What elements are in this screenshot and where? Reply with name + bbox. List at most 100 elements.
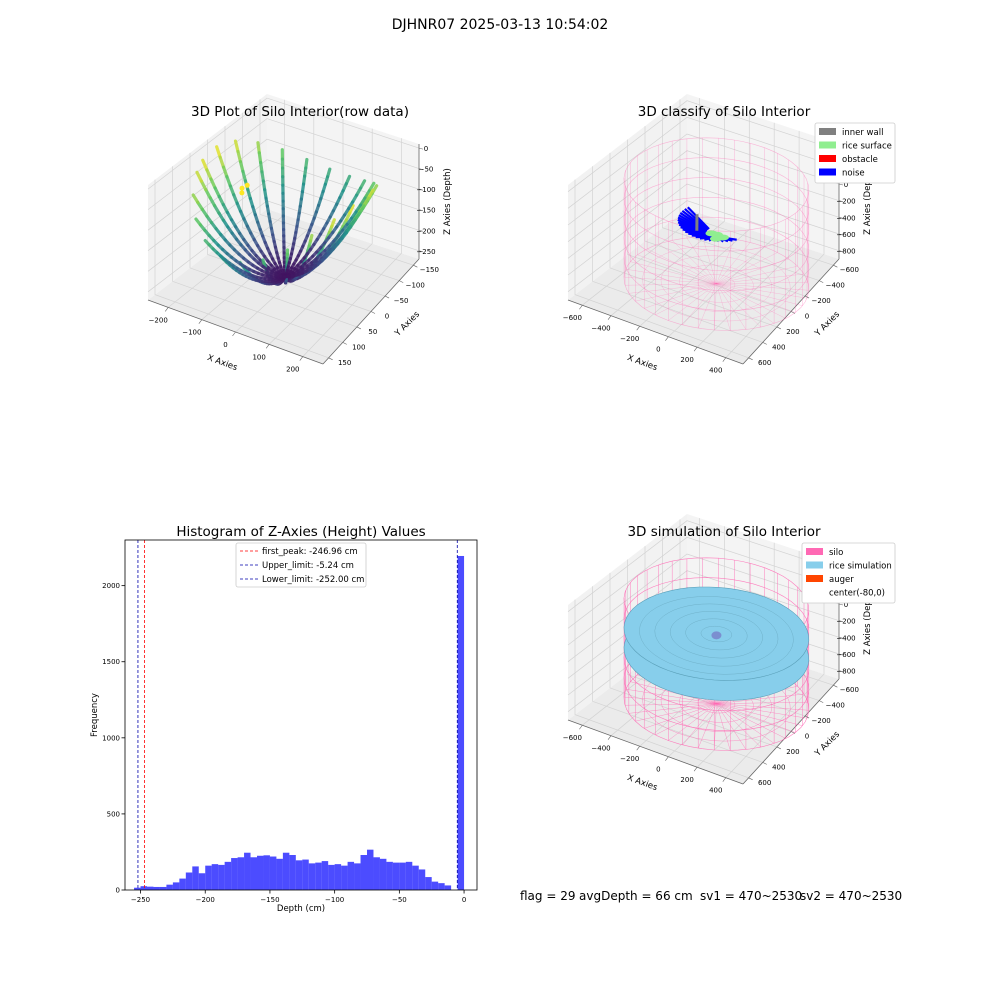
y-tick bbox=[804, 295, 810, 299]
silo-wireframe-spoke bbox=[716, 703, 775, 744]
silo-wireframe-spoke bbox=[716, 283, 761, 328]
scan-arc-segment bbox=[233, 139, 240, 154]
silo-wireframe-spoke bbox=[644, 703, 717, 729]
silo-wireframe-spoke bbox=[716, 239, 735, 284]
noise-point-band bbox=[681, 210, 709, 231]
histogram-bar bbox=[147, 886, 154, 890]
x-tick bbox=[198, 319, 203, 324]
x-tick bbox=[722, 777, 727, 782]
x-axis-label: Depth (cm) bbox=[277, 904, 325, 914]
silo-wireframe-ring bbox=[623, 157, 810, 252]
z-tick-label: −600 bbox=[836, 231, 855, 239]
scan-arc-segment bbox=[261, 258, 266, 265]
z-tick-label: −200 bbox=[836, 618, 855, 626]
y-gridline bbox=[627, 559, 792, 732]
y-gridline bbox=[644, 126, 806, 297]
z-tick bbox=[418, 209, 424, 212]
scan-arc-segment bbox=[218, 155, 226, 169]
x-tick bbox=[579, 305, 583, 310]
y-gridline bbox=[172, 166, 343, 343]
silo-wireframe-spoke bbox=[682, 703, 717, 746]
histogram-bar bbox=[224, 861, 232, 890]
scan-arc-segment bbox=[194, 217, 203, 227]
y-tick-label: 50 bbox=[368, 328, 377, 336]
x-tick bbox=[164, 307, 169, 312]
rice-surface-mesh bbox=[700, 625, 733, 642]
outlier-point bbox=[244, 182, 250, 188]
y-tick-label: 600 bbox=[758, 359, 771, 367]
x-tick-label: −150 bbox=[260, 896, 279, 904]
histogram-bar bbox=[405, 861, 413, 890]
rice-surface-patch bbox=[705, 230, 718, 237]
x-tick-label: −250 bbox=[131, 896, 150, 904]
silo-wireframe-spoke bbox=[716, 283, 786, 319]
y-tick-label: 1500 bbox=[102, 658, 120, 666]
histogram-bar bbox=[269, 856, 277, 890]
y-tick bbox=[356, 326, 362, 330]
histogram-bar bbox=[263, 855, 270, 890]
silo-wireframe-spoke bbox=[624, 276, 717, 284]
rice-surface-mesh bbox=[639, 596, 794, 675]
y-axis-label: Y Axies bbox=[812, 309, 842, 339]
y-gridline bbox=[627, 139, 792, 312]
rice-surface-patch bbox=[716, 234, 729, 241]
x-axis-label: X Axies bbox=[626, 773, 659, 793]
z-tick bbox=[418, 188, 424, 191]
legend-box bbox=[801, 542, 896, 604]
histogram-bar bbox=[341, 865, 348, 890]
avg-depth-text: avgDepth = 66 cm bbox=[579, 889, 693, 903]
outlier-point bbox=[239, 190, 245, 196]
scan-arc-segment bbox=[236, 149, 243, 164]
silo-wireframe-spoke bbox=[630, 681, 717, 704]
silo-wireframe-spoke bbox=[698, 283, 717, 329]
histogram-bar bbox=[373, 857, 380, 890]
x-tick-label: −50 bbox=[392, 896, 407, 904]
z-tick-label: 0 bbox=[844, 181, 848, 189]
silo-wireframe-spoke bbox=[716, 242, 751, 284]
scan-arc-segment bbox=[241, 169, 247, 183]
y-gridline bbox=[259, 99, 414, 266]
y-gridline bbox=[189, 152, 358, 328]
z-tick-label: −100 bbox=[416, 186, 435, 194]
histogram-bar bbox=[328, 864, 335, 890]
x-tick-label: −200 bbox=[620, 755, 639, 763]
z-tick-label: −50 bbox=[419, 166, 434, 174]
x-gridline bbox=[302, 138, 402, 357]
scan-arc-segment bbox=[330, 218, 336, 228]
legend-label-1: Upper_limit: -5.24 cm bbox=[262, 561, 354, 571]
y-gridline bbox=[679, 99, 834, 266]
histogram-bar bbox=[153, 886, 160, 890]
silo-wireframe-ring bbox=[623, 216, 810, 311]
z-tick bbox=[838, 670, 844, 672]
flag-text: flag = 29 bbox=[520, 889, 576, 903]
x-tick-label: 0 bbox=[656, 766, 660, 774]
x-axis-label: X Axies bbox=[626, 353, 659, 373]
y-gridline bbox=[609, 572, 778, 748]
x-gridline bbox=[639, 114, 750, 327]
scan-arc-segment bbox=[348, 204, 355, 215]
x-tick-label: −100 bbox=[182, 329, 201, 337]
outlier-point bbox=[239, 185, 245, 191]
silo-wireframe-spoke bbox=[716, 283, 747, 330]
silo-wireframe-spoke bbox=[716, 703, 731, 751]
z-tick-label: −200 bbox=[416, 227, 435, 235]
silo-wireframe-spoke bbox=[716, 703, 761, 748]
legend-box bbox=[235, 542, 367, 588]
silo-wireframe-floor-circle bbox=[660, 255, 773, 312]
sv1-text: sv1 = 470~2530 bbox=[700, 889, 803, 903]
histogram-bar bbox=[218, 864, 225, 890]
silo-wireframe-spoke bbox=[702, 236, 717, 284]
y-tick bbox=[342, 342, 347, 345]
x-tick bbox=[232, 331, 236, 337]
silo-wireframe-spoke bbox=[716, 252, 778, 284]
silo-wireframe-floor-circle bbox=[679, 264, 754, 303]
silo-wireframe-ring bbox=[623, 177, 810, 272]
histogram-bar bbox=[295, 860, 303, 890]
x-tick-label: 400 bbox=[709, 367, 722, 375]
y-gridline bbox=[574, 179, 749, 359]
z-tick-label: −600 bbox=[836, 651, 855, 659]
y-tick bbox=[833, 684, 838, 688]
silo-wireframe-spoke bbox=[625, 703, 717, 706]
scan-arc-segment bbox=[205, 168, 213, 181]
sv2-text: sv2 = 470~2530 bbox=[800, 889, 903, 903]
